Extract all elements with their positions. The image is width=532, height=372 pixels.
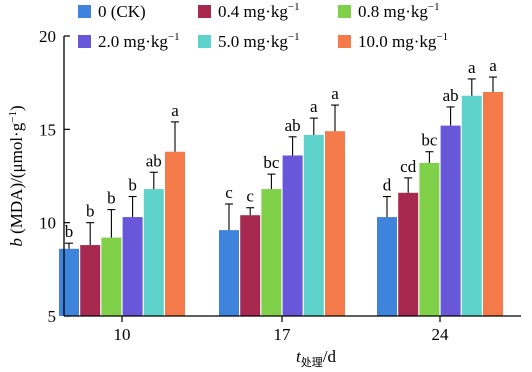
x-tick-label: 17 bbox=[274, 325, 292, 344]
significance-letter: b bbox=[86, 202, 95, 221]
y-axis-label-exponent: −1 bbox=[7, 111, 19, 123]
bar bbox=[240, 215, 261, 316]
bars bbox=[59, 92, 503, 316]
y-tick-label: 20 bbox=[39, 27, 56, 46]
legend-swatch bbox=[338, 35, 351, 48]
significance-letter: a bbox=[331, 84, 339, 103]
bar bbox=[377, 217, 397, 316]
legend-label: 10.0 mg·kg−1 bbox=[358, 31, 448, 51]
legend-label: 0.4 mg·kg−1 bbox=[218, 1, 300, 21]
significance-letter: cd bbox=[400, 157, 417, 176]
legend-swatch bbox=[338, 5, 351, 18]
legend-item: 0.4 mg·kg−1 bbox=[198, 1, 300, 21]
legend-swatch bbox=[198, 35, 211, 48]
significance-letter: a bbox=[468, 58, 476, 77]
x-tick-label: 24 bbox=[432, 325, 450, 344]
x-axis-label-unit: /d bbox=[323, 347, 337, 366]
legend-swatch bbox=[78, 35, 91, 48]
legend: 0 (CK) 0.4 mg·kg−1 0.8 mg·kg−1 2.0 mg·kg−1 5… bbox=[78, 1, 448, 51]
y-tick-label: 15 bbox=[39, 120, 56, 139]
bar bbox=[303, 134, 324, 316]
legend-label: 0.8 mg·kg−1 bbox=[358, 1, 440, 21]
y-tick-label: 10 bbox=[39, 214, 56, 233]
bar bbox=[398, 192, 419, 316]
bar bbox=[261, 189, 282, 316]
legend-swatch bbox=[78, 5, 91, 18]
legend-swatch bbox=[198, 5, 211, 18]
error-bars bbox=[65, 76, 497, 249]
significance-letter: a bbox=[171, 101, 179, 120]
significance-letter: b bbox=[107, 189, 116, 208]
legend-item: 2.0 mg·kg−1 bbox=[78, 31, 180, 51]
x-axis-label-symbol: t bbox=[296, 347, 302, 366]
legend-label: 2.0 mg·kg−1 bbox=[98, 31, 180, 51]
legend-item: 5.0 mg·kg−1 bbox=[198, 31, 300, 51]
x-axis-label: t处理/d bbox=[296, 347, 336, 369]
y-tick-label: 5 bbox=[48, 307, 57, 326]
significance-letter: bc bbox=[263, 153, 280, 172]
legend-item: 0 (CK) bbox=[78, 2, 146, 21]
significance-letter: ab bbox=[285, 116, 301, 135]
significance-letter: ab bbox=[443, 86, 459, 105]
bar bbox=[483, 92, 503, 316]
legend-item: 0.8 mg·kg−1 bbox=[338, 1, 440, 21]
bar bbox=[325, 131, 345, 316]
bar bbox=[122, 217, 143, 316]
significance-letter: a bbox=[310, 97, 318, 116]
y-axis-ticks: 5 10 15 20 bbox=[39, 27, 70, 326]
significance-letter: b bbox=[65, 222, 74, 241]
y-axis-label-symbol: b bbox=[7, 238, 26, 247]
x-axis-label-subscript: 处理 bbox=[301, 356, 323, 369]
bar bbox=[461, 95, 482, 316]
bar bbox=[143, 189, 164, 316]
bar bbox=[165, 151, 185, 316]
bar bbox=[419, 162, 440, 316]
bar bbox=[440, 125, 461, 316]
bar bbox=[101, 237, 122, 316]
legend-label: 5.0 mg·kg−1 bbox=[218, 31, 300, 51]
y-axis-label-text: (MDA)/(μmol·g bbox=[7, 122, 26, 238]
bar bbox=[219, 230, 239, 316]
y-axis-label: b (MDA)/(μmol·g−1) bbox=[7, 105, 26, 246]
legend-item: 10.0 mg·kg−1 bbox=[338, 31, 448, 51]
significance-letter: a bbox=[489, 56, 497, 75]
significance-letter: c bbox=[246, 187, 254, 206]
bar bbox=[282, 155, 303, 316]
significance-letter: c bbox=[225, 183, 233, 202]
x-axis-ticks: 10 17 24 bbox=[114, 316, 450, 344]
x-tick-label: 10 bbox=[114, 325, 131, 344]
bar bbox=[59, 248, 79, 316]
y-axis-label-close: ) bbox=[7, 105, 26, 111]
significance-letter: bc bbox=[421, 131, 438, 150]
significance-letter: ab bbox=[146, 151, 162, 170]
significance-letter: d bbox=[383, 176, 392, 195]
significance-letter: b bbox=[128, 176, 137, 195]
bar bbox=[80, 245, 101, 316]
legend-label: 0 (CK) bbox=[98, 2, 146, 21]
